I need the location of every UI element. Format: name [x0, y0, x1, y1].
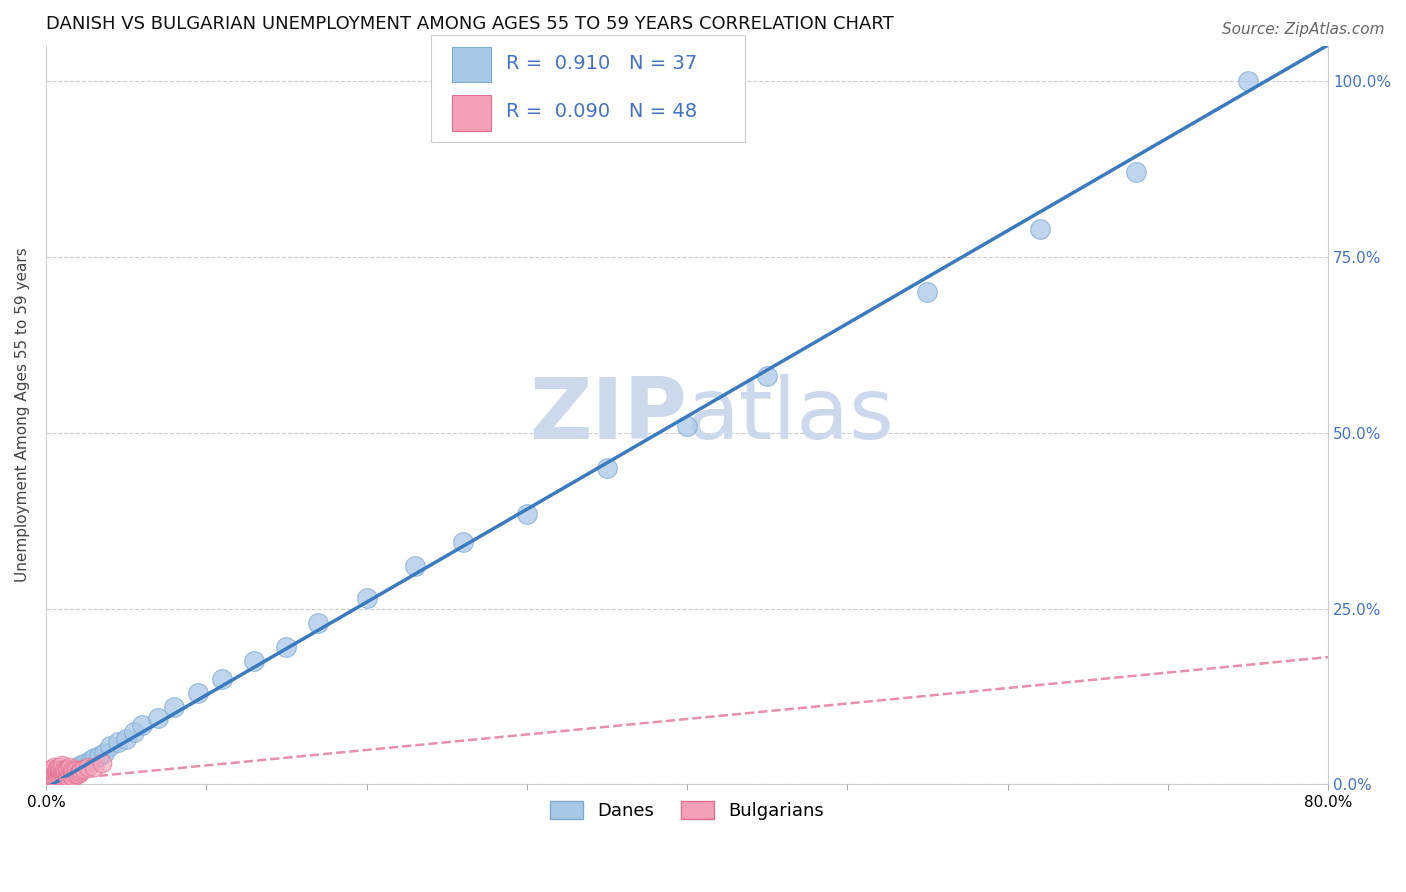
- Point: [62, 771, 84, 785]
- Point: [451, 534, 474, 549]
- Point: [756, 369, 779, 384]
- Point: [58, 771, 80, 785]
- Point: [59, 764, 82, 778]
- Point: [63, 762, 86, 776]
- Point: [76, 760, 98, 774]
- Point: [211, 672, 233, 686]
- Point: [93, 746, 115, 760]
- Point: [56, 762, 79, 776]
- Point: [70, 757, 93, 772]
- Point: [356, 591, 378, 605]
- Point: [66, 760, 89, 774]
- FancyBboxPatch shape: [430, 35, 745, 142]
- Point: [60, 769, 83, 783]
- Point: [404, 559, 426, 574]
- Point: [53, 764, 76, 779]
- Point: [59, 760, 82, 774]
- Point: [48, 764, 70, 779]
- Point: [65, 764, 87, 778]
- Point: [91, 756, 114, 771]
- Point: [39, 764, 62, 779]
- Point: [41, 762, 63, 776]
- Point: [83, 760, 105, 774]
- Point: [69, 764, 91, 779]
- Point: [243, 654, 266, 668]
- Point: [52, 764, 75, 778]
- Point: [187, 686, 209, 700]
- Point: [51, 757, 73, 772]
- Point: [1125, 165, 1147, 179]
- Point: [60, 764, 83, 778]
- Point: [38, 767, 60, 781]
- Point: [35, 771, 58, 785]
- Point: [48, 771, 70, 785]
- Point: [46, 772, 69, 786]
- Point: [41, 769, 63, 783]
- Point: [70, 764, 93, 778]
- Text: Source: ZipAtlas.com: Source: ZipAtlas.com: [1222, 22, 1385, 37]
- Point: [39, 772, 62, 786]
- Point: [62, 764, 84, 779]
- Point: [45, 764, 67, 779]
- Point: [1237, 74, 1260, 88]
- Point: [63, 767, 86, 781]
- Point: [42, 771, 65, 785]
- Text: DANISH VS BULGARIAN UNEMPLOYMENT AMONG AGES 55 TO 59 YEARS CORRELATION CHART: DANISH VS BULGARIAN UNEMPLOYMENT AMONG A…: [46, 15, 894, 33]
- Point: [42, 771, 65, 785]
- Point: [48, 760, 70, 774]
- Legend: Danes, Bulgarians: Danes, Bulgarians: [543, 793, 831, 827]
- FancyBboxPatch shape: [453, 46, 491, 82]
- Point: [51, 764, 73, 778]
- Point: [596, 460, 619, 475]
- Point: [58, 764, 80, 778]
- Point: [38, 764, 60, 778]
- Point: [98, 739, 121, 753]
- Point: [917, 285, 939, 299]
- Point: [48, 771, 70, 785]
- Point: [122, 724, 145, 739]
- Point: [676, 418, 699, 433]
- Point: [42, 767, 65, 781]
- Point: [51, 771, 73, 785]
- Text: ZIP: ZIP: [529, 374, 688, 457]
- Text: R =  0.090   N = 48: R = 0.090 N = 48: [506, 102, 697, 120]
- Point: [45, 771, 67, 785]
- Point: [49, 769, 72, 783]
- Point: [38, 773, 60, 788]
- Point: [46, 762, 69, 776]
- Point: [53, 771, 76, 785]
- Point: [115, 731, 138, 746]
- Point: [59, 767, 82, 781]
- Point: [46, 767, 69, 781]
- Point: [80, 753, 103, 767]
- Text: R =  0.910   N = 37: R = 0.910 N = 37: [506, 54, 697, 73]
- Point: [53, 767, 76, 781]
- Point: [75, 756, 97, 771]
- Point: [107, 735, 129, 749]
- Point: [1028, 221, 1050, 235]
- Point: [42, 760, 65, 774]
- Point: [83, 750, 105, 764]
- Point: [56, 769, 79, 783]
- Point: [516, 507, 538, 521]
- Point: [52, 769, 75, 783]
- Point: [131, 717, 153, 731]
- Point: [146, 710, 169, 724]
- Point: [73, 762, 96, 776]
- Point: [49, 764, 72, 778]
- Point: [307, 615, 329, 630]
- Point: [276, 640, 298, 655]
- Point: [87, 749, 110, 764]
- Text: atlas: atlas: [688, 374, 896, 457]
- Point: [163, 700, 186, 714]
- Point: [51, 767, 73, 781]
- FancyBboxPatch shape: [453, 95, 491, 130]
- Point: [66, 767, 89, 781]
- Y-axis label: Unemployment Among Ages 55 to 59 years: Unemployment Among Ages 55 to 59 years: [15, 248, 30, 582]
- Point: [51, 769, 73, 783]
- Point: [37, 771, 59, 785]
